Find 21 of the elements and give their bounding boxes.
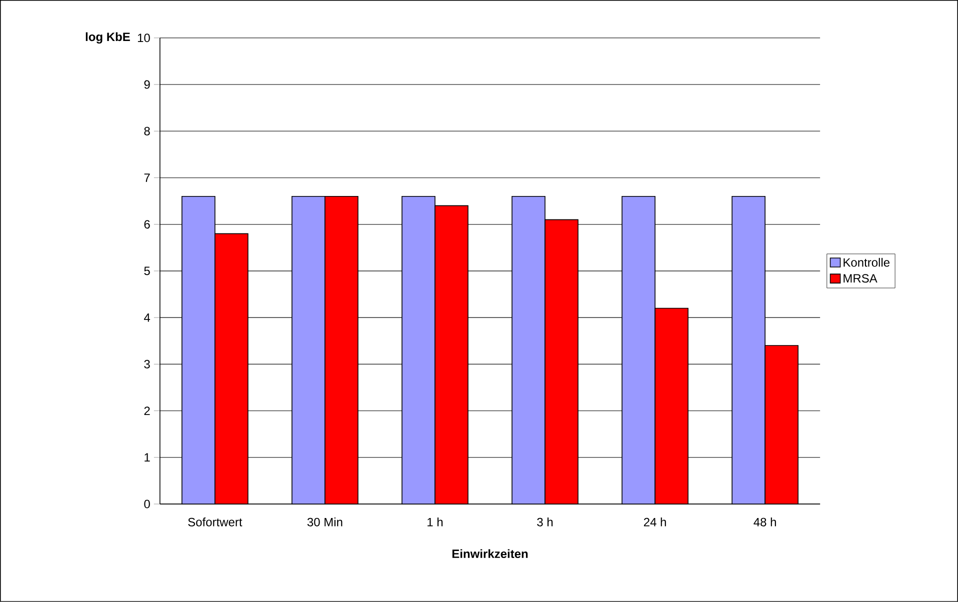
y-tick-label: 8 <box>144 126 150 136</box>
y-tick-label: 6 <box>144 220 150 229</box>
y-tick-label: 7 <box>144 174 150 182</box>
x-tick-label: 48 h <box>754 518 776 526</box>
x-tick-label: 24 h <box>644 518 666 526</box>
y-tick-label: 5 <box>144 266 150 276</box>
legend-label: Kontrolle <box>844 258 890 267</box>
x-tick-label: Sofortwert <box>188 518 242 526</box>
y-tick-label: 2 <box>144 406 150 415</box>
x-tick-label: 3 h <box>537 518 553 526</box>
y-tick-label: 10 <box>138 34 150 42</box>
y-tick-label: 0 <box>144 500 150 508</box>
y-tick-label: 3 <box>144 360 150 368</box>
y-tick-label: 4 <box>144 313 150 322</box>
y-tick-label: 9 <box>144 80 150 89</box>
x-tick-label: 1 h <box>428 518 443 526</box>
y-axis-title: log KbE <box>86 32 130 44</box>
x-axis-title: Einwirkzeiten <box>452 549 528 558</box>
y-tick-label: 1 <box>144 453 150 462</box>
x-tick-label: 30 Min <box>307 518 342 526</box>
legend-label: MRSA <box>844 274 878 283</box>
